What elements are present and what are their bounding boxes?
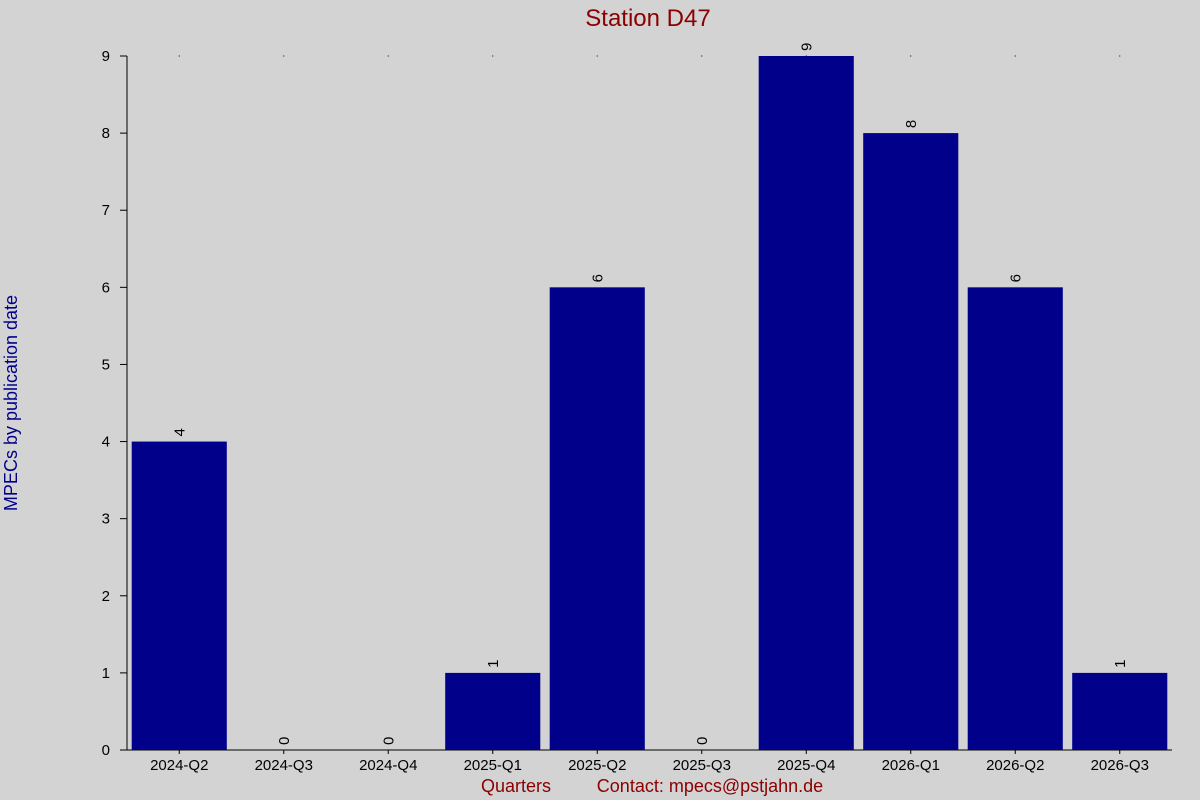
x-tick-label: 2025-Q2 bbox=[568, 757, 626, 774]
value-label: 4 bbox=[171, 428, 188, 436]
x-tick-label: 2025-Q4 bbox=[777, 757, 835, 774]
y-tick-label: 4 bbox=[102, 434, 110, 451]
top-dot bbox=[1119, 55, 1121, 57]
y-tick-label: 0 bbox=[102, 742, 110, 759]
y-tick-label: 7 bbox=[102, 202, 110, 219]
y-tick-label: 8 bbox=[102, 125, 110, 142]
y-tick-label: 1 bbox=[102, 665, 110, 682]
top-dot bbox=[701, 55, 703, 57]
x-axis-label: Quarters bbox=[481, 776, 551, 796]
x-tick-label: 2024-Q4 bbox=[359, 757, 417, 774]
chart-title: Station D47 bbox=[585, 5, 710, 32]
bar bbox=[131, 441, 227, 750]
x-tick-label: 2026-Q3 bbox=[1091, 757, 1149, 774]
y-tick-label: 5 bbox=[102, 356, 110, 373]
top-dot bbox=[596, 55, 598, 57]
x-tick-label: 2026-Q2 bbox=[986, 757, 1044, 774]
x-tick-label: 2026-Q1 bbox=[882, 757, 940, 774]
x-tick-label: 2024-Q3 bbox=[255, 757, 313, 774]
annotation: Contact: mpecs@pstjahn.de bbox=[597, 776, 823, 796]
bar bbox=[967, 287, 1063, 750]
bar bbox=[1072, 672, 1168, 750]
value-label: 8 bbox=[903, 120, 920, 128]
y-tick-label: 2 bbox=[102, 588, 110, 605]
y-axis-label: MPECs by publication date bbox=[1, 295, 21, 511]
bar bbox=[549, 287, 645, 750]
x-tick-label: 2025-Q1 bbox=[464, 757, 522, 774]
bar bbox=[758, 56, 854, 750]
value-label: 6 bbox=[589, 274, 606, 282]
value-label: 0 bbox=[276, 737, 293, 745]
bar bbox=[863, 133, 959, 751]
top-dot bbox=[387, 55, 389, 57]
value-label: 0 bbox=[380, 737, 397, 745]
value-label: 1 bbox=[485, 660, 502, 668]
x-tick-label: 2024-Q2 bbox=[150, 757, 208, 774]
value-label: 0 bbox=[694, 737, 711, 745]
value-label: 9 bbox=[798, 43, 815, 51]
y-tick-label: 6 bbox=[102, 279, 110, 296]
top-dot bbox=[910, 55, 912, 57]
y-tick-label: 9 bbox=[102, 48, 110, 65]
y-tick-label: 3 bbox=[102, 511, 110, 528]
bar bbox=[445, 672, 541, 750]
x-tick-label: 2025-Q3 bbox=[673, 757, 731, 774]
top-dot bbox=[492, 55, 494, 57]
value-label: 1 bbox=[1112, 660, 1129, 668]
top-dot bbox=[1014, 55, 1016, 57]
top-dot bbox=[283, 55, 285, 57]
top-dot bbox=[178, 55, 180, 57]
value-label: 6 bbox=[1007, 274, 1024, 282]
